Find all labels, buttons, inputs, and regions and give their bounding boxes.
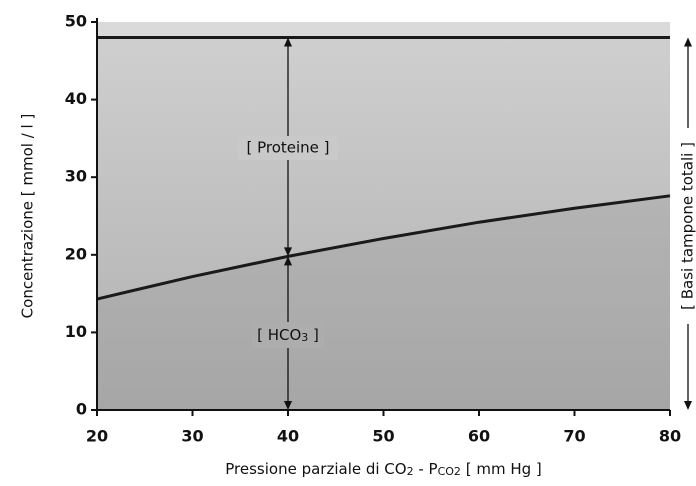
y-tick-label: 50 bbox=[65, 12, 87, 31]
arrow-head bbox=[684, 37, 692, 47]
label-bg bbox=[238, 136, 338, 160]
text-part: [ mm Hg ] bbox=[461, 460, 542, 478]
y-tick-label: 10 bbox=[65, 322, 87, 341]
annotation: [ Basi tampone totali ] bbox=[679, 142, 696, 310]
text-part: ] bbox=[308, 326, 319, 344]
arrow-head bbox=[284, 401, 292, 410]
subscript: CO2 bbox=[438, 465, 461, 478]
text-part: Pressione parziale di CO bbox=[225, 460, 406, 478]
annotation: [ HCO3 ] bbox=[257, 326, 319, 345]
proteine-area bbox=[97, 37, 670, 300]
subscript: 2 bbox=[407, 465, 414, 478]
y-tick-label: 20 bbox=[65, 244, 87, 263]
arrow-head bbox=[284, 37, 292, 47]
y-tick-label: 0 bbox=[76, 400, 87, 419]
x-tick-label: 70 bbox=[563, 427, 585, 446]
y-axis-label: Concentrazione [ mmol / l ] bbox=[19, 114, 37, 319]
label-bg bbox=[678, 128, 696, 324]
annotation: [ Proteine ] bbox=[246, 139, 329, 157]
x-tick-label: 60 bbox=[468, 427, 490, 446]
text-part: - P bbox=[414, 460, 438, 478]
label-bg bbox=[252, 322, 324, 348]
text-part: [ HCO bbox=[257, 326, 301, 344]
x-tick-label: 50 bbox=[372, 427, 394, 446]
x-tick-label: 40 bbox=[277, 427, 299, 446]
y-tick-label: 40 bbox=[65, 89, 87, 108]
series-line bbox=[96, 194, 671, 301]
hco3-area bbox=[97, 195, 670, 410]
subscript: 3 bbox=[301, 331, 308, 344]
arrow-head bbox=[284, 247, 292, 257]
x-tick-label: 30 bbox=[181, 427, 203, 446]
arrow-head bbox=[684, 401, 692, 410]
x-tick-label: 80 bbox=[659, 427, 681, 446]
arrow-head bbox=[284, 256, 292, 266]
x-axis-label: Pressione parziale di CO2 - PCO2 [ mm Hg… bbox=[225, 460, 542, 479]
y-tick-label: 30 bbox=[65, 167, 87, 186]
x-tick-label: 20 bbox=[86, 427, 108, 446]
